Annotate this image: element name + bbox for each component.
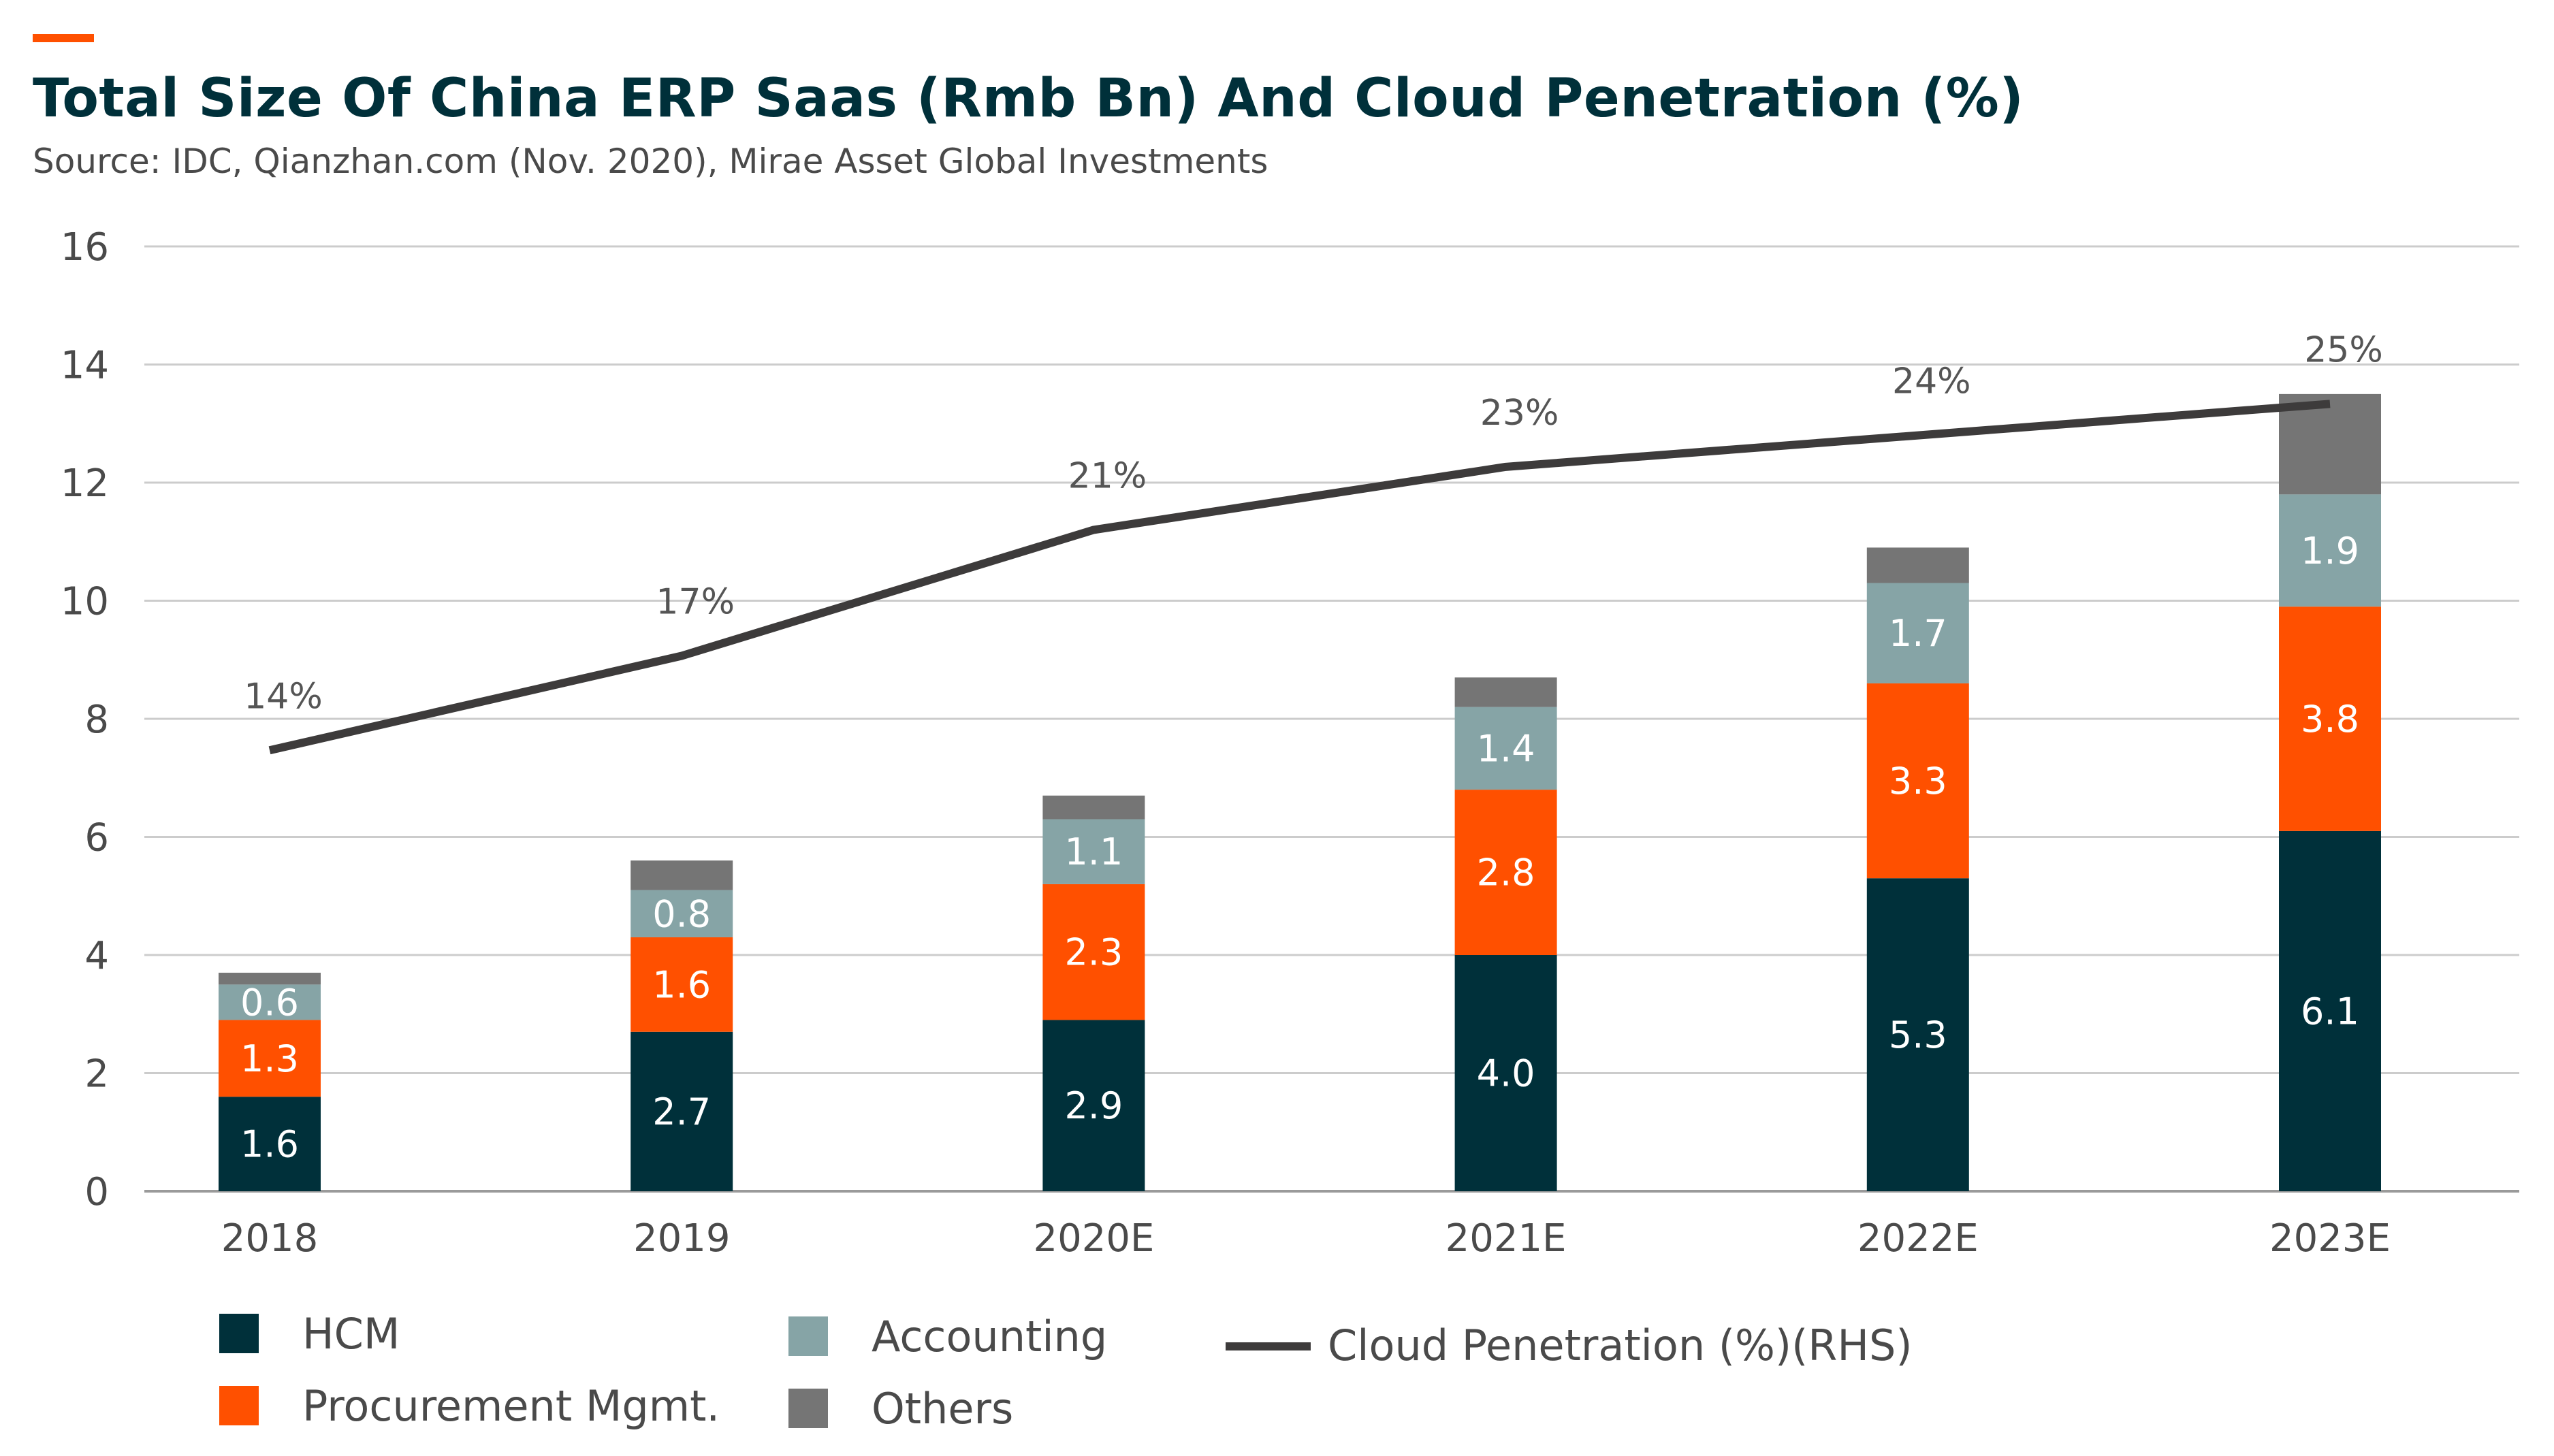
legend-swatch: [788, 1389, 828, 1428]
penetration-value-label: 14%: [244, 676, 323, 717]
bar-value-label: 1.6: [240, 1123, 299, 1166]
legend-swatch: [219, 1386, 259, 1425]
y-tick-label: 8: [84, 698, 109, 742]
y-tick-label: 4: [84, 934, 109, 978]
y-tick-label: 6: [84, 816, 109, 860]
penetration-value-label: 24%: [1892, 361, 1971, 402]
chart-title: Total Size Of China ERP Saas (Rmb Bn) An…: [33, 68, 2024, 129]
penetration-line-path: [268, 400, 2331, 755]
legend-label: Others: [872, 1384, 1013, 1434]
bar-value-label: 3.3: [1889, 760, 1947, 803]
bar-value-label: 3.8: [2301, 698, 2359, 741]
bar-value-label: 2.7: [652, 1090, 711, 1133]
bar-value-label: 2.8: [1477, 852, 1535, 894]
bar-value-label: 1.9: [2301, 530, 2359, 572]
bar-value-label: 1.4: [1477, 727, 1535, 770]
x-tick-label: 2018: [221, 1216, 319, 1261]
bar-segment: [630, 860, 733, 890]
bar-value-label: 1.6: [652, 963, 711, 1006]
bar-segment: [2279, 494, 2381, 607]
y-tick-label: 16: [61, 225, 109, 270]
bar-segment: [1866, 547, 1969, 583]
x-tick-label: 2021E: [1446, 1216, 1567, 1261]
bar-value-label: 4.0: [1477, 1052, 1535, 1095]
x-tick-label: 2023E: [2269, 1216, 2391, 1261]
y-tick-label: 0: [84, 1170, 109, 1214]
bar-segment: [630, 890, 733, 937]
bar-segment: [219, 1097, 321, 1191]
header-accent-bar: [33, 34, 94, 42]
bars: [219, 393, 2381, 1191]
bar-segment: [630, 937, 733, 1032]
bar-value-label: 1.1: [1064, 830, 1123, 873]
x-tick-label: 2020E: [1033, 1216, 1154, 1261]
bar-segment: [1866, 583, 1969, 683]
bar-value-label: 0.8: [652, 892, 711, 935]
bar-segment: [1866, 878, 1969, 1191]
bar-segment: [2279, 393, 2381, 495]
bar-segment: [219, 984, 321, 1020]
y-tick-label: 12: [61, 462, 109, 506]
penetration-value-label: 23%: [1480, 393, 1559, 434]
penetration-value-label: 25%: [2304, 329, 2383, 370]
bar-value-label: 2.3: [1064, 931, 1123, 974]
chart-source: Source: IDC, Qianzhan.com (Nov. 2020), M…: [33, 142, 1268, 181]
x-tick-label: 2019: [633, 1216, 731, 1261]
x-tick-label: 2022E: [1857, 1216, 1979, 1261]
bar-segment: [2279, 606, 2381, 831]
legend: HCM Procurement Mgmt. Accounting Others Clou…: [219, 1309, 1913, 1434]
bar-value-label: 1.3: [240, 1037, 299, 1080]
legend-label: HCM: [302, 1309, 400, 1359]
legend-swatch: [788, 1316, 828, 1356]
bar-segment: [1454, 790, 1557, 955]
bar-value-label: 6.1: [2301, 990, 2359, 1033]
x-axis: 2018 2019 2020E 2021E 2022E 2023E: [221, 1216, 2391, 1261]
bar-value-label: 0.6: [240, 981, 299, 1024]
bar-segment: [630, 1031, 733, 1191]
bar-segment: [1454, 677, 1557, 707]
y-tick-label: 2: [84, 1052, 109, 1097]
y-tick-label: 14: [61, 344, 109, 388]
bar-value-label: 5.3: [1889, 1014, 1947, 1056]
bar-segment: [1866, 683, 1969, 879]
bar-labels: 1.6 1.3 0.6 2.7 1.6 0.8 2.9 2.3 1.1 4.0 2.8 1.4 5.3 3…: [240, 530, 2359, 1166]
gridlines: [144, 245, 2519, 1193]
penetration-value-label: 21%: [1068, 455, 1147, 496]
y-axis: 0 2 4 6 8 10 12 14 16: [61, 225, 109, 1214]
bar-value-label: 1.7: [1889, 612, 1947, 655]
y-tick-label: 10: [61, 580, 109, 624]
bar-segment: [219, 1020, 321, 1097]
bar-segment: [219, 973, 321, 985]
bar-value-label: 2.9: [1064, 1084, 1123, 1127]
bar-segment: [1042, 819, 1145, 884]
legend-swatch: [219, 1314, 259, 1353]
penetration-line: 14% 17% 21% 23% 24% 25%: [244, 329, 2383, 755]
bar-segment: [1042, 795, 1145, 820]
bar-segment: [1042, 884, 1145, 1020]
bar-segment: [1454, 955, 1557, 1191]
bar-segment: [1042, 1020, 1145, 1191]
penetration-value-label: 17%: [656, 581, 735, 622]
legend-label: Cloud Penetration (%)(RHS): [1328, 1321, 1913, 1370]
legend-label: Accounting: [872, 1312, 1107, 1361]
bar-segment: [1454, 707, 1557, 790]
bar-segment: [2279, 830, 2381, 1191]
legend-label: Procurement Mgmt.: [302, 1381, 720, 1431]
